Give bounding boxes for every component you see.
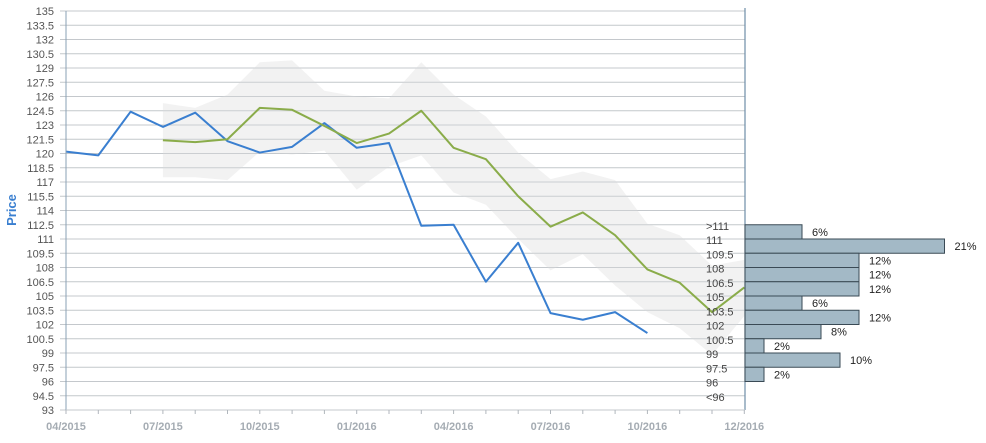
y-tick-label: 129 (36, 63, 54, 75)
x-tick-label: 10/2016 (628, 421, 668, 433)
y-tick-label: 130.5 (26, 49, 54, 61)
distribution-bar (745, 239, 945, 253)
distribution-percent-label: 6% (812, 298, 828, 310)
distribution-bin-label: 106.5 (706, 278, 734, 290)
distribution-bar (745, 310, 859, 324)
x-tick-label: 07/2016 (531, 421, 571, 433)
y-tick-label: 126 (36, 92, 54, 104)
distribution-percent-label: 12% (869, 255, 891, 267)
distribution-bin-label: 103.5 (706, 306, 734, 318)
y-tick-label: 135 (36, 6, 54, 18)
y-tick-label: 97.5 (33, 362, 54, 374)
distribution-bar (745, 296, 802, 310)
distribution-bin-label: 108 (706, 264, 724, 276)
distribution-bin-label: 102 (706, 321, 724, 333)
distribution-bin-label: 105 (706, 292, 724, 304)
distribution-percent-label: 21% (955, 241, 977, 253)
distribution-bar (745, 268, 859, 282)
distribution-bin-label: <96 (706, 392, 725, 404)
y-tick-label: 93 (42, 405, 54, 417)
x-tick-label: 07/2015 (143, 421, 183, 433)
distribution-bin-label: 109.5 (706, 249, 734, 261)
y-tick-label: 133.5 (26, 20, 54, 32)
distribution-bin-label: 100.5 (706, 335, 734, 347)
x-tick-label: 10/2015 (240, 421, 280, 433)
y-tick-label: 109.5 (26, 248, 54, 260)
y-tick-label: 102 (36, 320, 54, 332)
distribution-percent-label: 2% (774, 341, 790, 353)
y-axis-label: Price (4, 194, 19, 226)
distribution-percent-label: 12% (869, 270, 891, 282)
y-tick-label: 127.5 (26, 77, 54, 89)
distribution-percent-label: 12% (869, 284, 891, 296)
distribution-bar (745, 353, 840, 367)
distribution-bin-label: 111 (706, 235, 723, 247)
x-tick-label: 04/2016 (434, 421, 474, 433)
y-tick-label: 117 (36, 177, 54, 189)
x-tick-label: 12/2016 (724, 421, 764, 433)
y-tick-label: 118.5 (27, 163, 54, 175)
distribution-percent-label: 10% (850, 355, 872, 367)
y-tick-label: 111 (37, 234, 54, 246)
y-tick-label: 99 (42, 348, 54, 360)
y-tick-label: 103.5 (26, 305, 54, 317)
y-tick-label: 108 (36, 263, 54, 275)
distribution-bar (745, 282, 859, 296)
y-tick-label: 120 (36, 149, 54, 161)
distribution-bar (745, 367, 764, 381)
distribution-bar (745, 325, 821, 339)
distribution-percent-label: 6% (812, 227, 828, 239)
x-tick-labels: 04/2015 07/2015 10/2015 01/2016 04/2016 07/20… (46, 421, 764, 433)
distribution-bin-label: 97.5 (706, 363, 727, 375)
y-tick-label: 115.5 (27, 191, 54, 203)
distribution-percent-label: 12% (869, 312, 891, 324)
x-tick-label: 01/2016 (337, 421, 377, 433)
y-tick-label: 132 (36, 35, 54, 47)
distribution-bar (745, 339, 764, 353)
y-tick-label: 121.5 (26, 134, 54, 146)
distribution-bar (745, 225, 802, 239)
y-tick-label: 96 (42, 377, 54, 389)
y-tick-label: 106.5 (26, 277, 54, 289)
gridlines (60, 11, 745, 410)
y-tick-label: 123 (36, 120, 54, 132)
distribution-percent-label: 8% (831, 327, 847, 339)
y-tick-labels: 93 94.5 96 97.5 99 100.5 102 103.5 105 106.5 108 10… (26, 6, 54, 417)
y-tick-label: 112.5 (27, 220, 54, 232)
y-tick-label: 114 (36, 206, 54, 218)
distribution-histogram: >111 6% 111 21% 109.5 12% 108 12% 106.5 12% 105 6% 1… (706, 221, 977, 404)
distribution-bin-label: >111 (706, 221, 729, 233)
distribution-percent-label: 2% (774, 369, 790, 381)
distribution-bin-label: 96 (706, 378, 718, 390)
x-tick-label: 04/2015 (46, 421, 86, 433)
y-tick-label: 105 (36, 291, 54, 303)
distribution-bin-label: 99 (706, 349, 718, 361)
y-tick-label: 94.5 (33, 391, 54, 403)
y-tick-label: 100.5 (26, 334, 54, 346)
y-tick-label: 124.5 (26, 106, 54, 118)
distribution-bar (745, 253, 859, 267)
